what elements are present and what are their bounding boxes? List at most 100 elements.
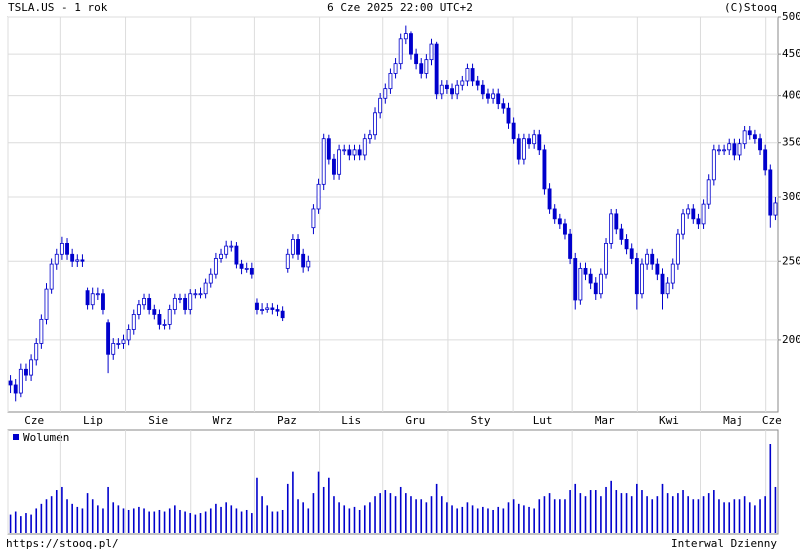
candle-body <box>521 138 526 160</box>
candle-body <box>634 258 639 295</box>
volume-bar <box>487 508 489 533</box>
volume-bar <box>656 496 659 533</box>
grid <box>7 16 778 534</box>
candle-body <box>686 208 691 215</box>
volume-bar <box>322 486 325 533</box>
candle-body <box>450 88 454 95</box>
candle-body <box>557 218 562 225</box>
volume-bar <box>723 502 725 533</box>
volume-bar <box>158 509 161 533</box>
volume-bar <box>143 508 145 533</box>
candle-body <box>588 273 593 284</box>
volume-bar <box>97 505 99 533</box>
candle-body <box>424 59 429 74</box>
candle-body <box>732 143 737 156</box>
volume-bar <box>610 480 612 533</box>
volume-bar <box>256 477 258 533</box>
candle-body <box>378 97 383 114</box>
candle-body <box>629 248 634 259</box>
candle-body <box>742 130 747 145</box>
volume-bar <box>307 508 310 533</box>
candle-body <box>59 243 64 255</box>
candle-body <box>337 149 342 175</box>
volume-bar <box>358 509 361 533</box>
volume-bar <box>384 490 387 533</box>
candle-body <box>270 307 275 310</box>
volume-bar <box>738 499 741 533</box>
volume-bar <box>240 511 243 533</box>
candle-body <box>609 213 614 244</box>
volume-bar <box>55 490 58 533</box>
candle-body <box>640 263 644 295</box>
volume-bar <box>564 499 566 533</box>
candle-body <box>460 80 465 86</box>
candle-body <box>393 63 398 74</box>
x-tick-label: Kwi <box>659 414 679 427</box>
volume-bar <box>66 499 68 533</box>
candle-body <box>219 253 223 259</box>
volume-bar <box>112 502 115 533</box>
volume-bar <box>492 509 494 533</box>
volume-bar <box>40 503 43 533</box>
volume-bar <box>281 509 284 533</box>
volume-bar <box>466 502 469 533</box>
candle-body <box>65 243 69 255</box>
footer-url[interactable]: https://stooq.pl/ <box>6 537 119 550</box>
candle-body <box>326 138 331 160</box>
volume-bar <box>636 483 638 533</box>
candle-body <box>167 309 172 325</box>
x-tick-label: Cze <box>24 414 44 427</box>
candle-body <box>434 43 439 95</box>
volume-bar <box>651 499 654 533</box>
candle-body <box>383 88 388 99</box>
volume-bar <box>132 508 135 533</box>
volume-bar <box>148 511 150 533</box>
volume-bar <box>615 490 618 533</box>
candle-body <box>131 314 136 330</box>
volume-bar <box>713 490 715 533</box>
volume-bar <box>687 496 689 533</box>
volume-bar <box>389 493 392 533</box>
volume-bar <box>50 496 53 533</box>
candle-body <box>665 282 670 295</box>
candle-body <box>388 73 393 90</box>
candle-body <box>624 239 629 250</box>
volume-legend-label: Wolumen <box>23 431 69 444</box>
volume-bar <box>297 499 299 533</box>
candle-body <box>614 213 619 230</box>
volume-bar <box>348 508 351 533</box>
volume-bar <box>415 499 417 533</box>
volume-bar <box>209 508 212 533</box>
candle-body <box>660 273 665 295</box>
volume-bar <box>30 514 32 533</box>
candle-body <box>496 93 501 105</box>
copyright: (C)Stooq <box>724 1 777 14</box>
volume-bar <box>528 506 530 533</box>
x-tick-label: Maj <box>723 414 743 427</box>
volume-bar <box>471 505 474 533</box>
candle-body <box>583 267 588 275</box>
candle-body <box>763 149 768 171</box>
volume-bar <box>215 503 217 533</box>
volume-bar <box>153 511 156 533</box>
volume-bar <box>20 516 22 533</box>
candle-body <box>604 243 608 275</box>
candle-body <box>44 288 49 320</box>
candle-body <box>552 208 557 220</box>
candle-body <box>162 323 167 326</box>
y-tick-label: 450 <box>782 47 800 60</box>
candle-body <box>593 282 598 295</box>
x-tick-label: Gru <box>405 414 425 427</box>
candle-body <box>285 253 290 269</box>
volume-bar <box>630 496 633 533</box>
volume-bar <box>682 490 684 533</box>
volume-bar <box>276 511 279 533</box>
volume-bar <box>579 493 582 533</box>
volume-bar <box>194 514 197 533</box>
volume-bar <box>420 499 423 533</box>
candle-body <box>568 233 573 259</box>
volume-bar <box>9 514 12 533</box>
candle-body <box>70 253 75 262</box>
candle-body <box>491 93 496 99</box>
volume-bar <box>523 505 525 533</box>
